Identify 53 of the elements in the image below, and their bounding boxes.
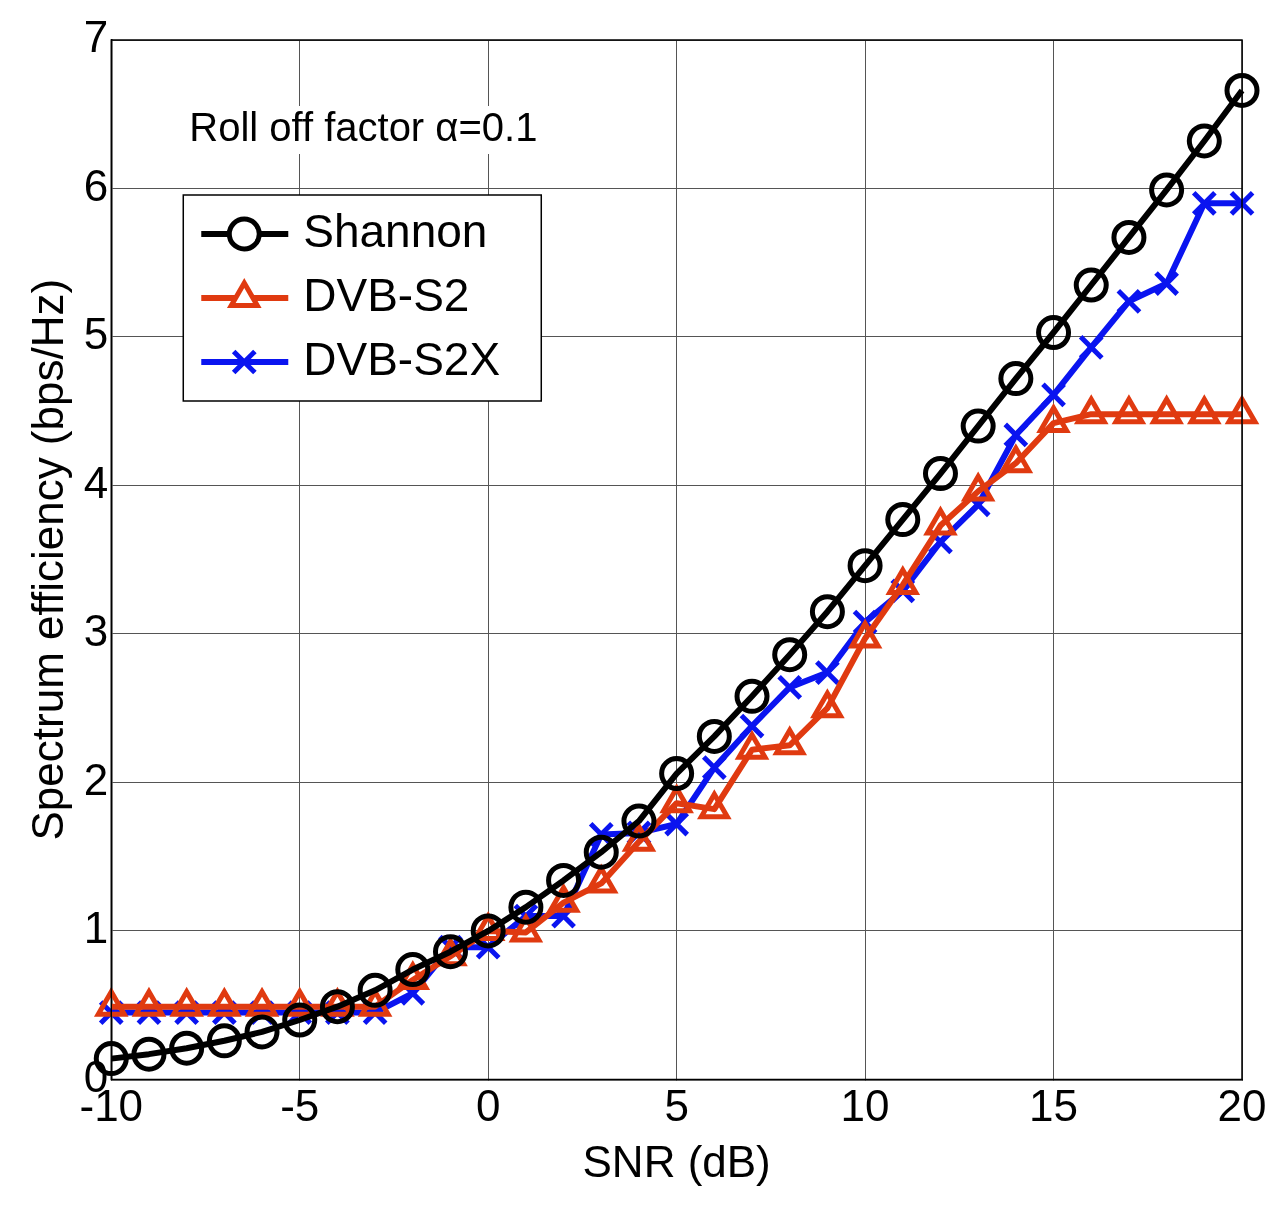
y-tick-label: 4: [83, 457, 109, 507]
point: [696, 718, 732, 754]
point: [1224, 72, 1260, 108]
y-axis-title: Spectrum efficiency (bps/Hz): [22, 278, 72, 841]
point: [960, 408, 996, 444]
point: [1228, 190, 1256, 217]
point: [1191, 190, 1218, 217]
point: [885, 502, 921, 538]
point: [470, 913, 506, 949]
x-tick-label: 15: [1029, 1080, 1079, 1130]
point: [663, 810, 690, 838]
point: [1073, 267, 1109, 303]
point: [395, 952, 431, 988]
point: [998, 361, 1034, 397]
x-tick-label: -5: [280, 1080, 320, 1130]
annotation: Roll off factor α=0.1: [189, 105, 538, 150]
point: [319, 989, 355, 1025]
point: [1111, 219, 1147, 255]
point: [809, 594, 845, 630]
point: [546, 862, 582, 898]
y-tick-label: 7: [83, 12, 109, 62]
point: [244, 1014, 280, 1050]
point: [659, 756, 695, 792]
point: [583, 834, 619, 870]
legend-label: DVB-S2: [303, 268, 470, 321]
y-tick-label: 6: [83, 160, 109, 210]
point: [772, 637, 808, 673]
y-tick-label: 5: [83, 309, 109, 359]
point: [1186, 123, 1222, 159]
point: [1149, 172, 1185, 208]
point: [734, 678, 770, 714]
x-tick-label: 10: [840, 1080, 890, 1130]
x-tick-label: 0: [475, 1080, 501, 1130]
point: [621, 803, 657, 839]
x-tick-label: 20: [1217, 1080, 1267, 1130]
y-tick-label: 2: [83, 754, 109, 804]
x-axis-title: SNR (dB): [582, 1136, 771, 1186]
x-tick-label: 5: [664, 1080, 689, 1130]
legend-label: Shannon: [303, 204, 488, 257]
legend-label: DVB-S2X: [303, 332, 501, 385]
point: [508, 889, 544, 925]
point: [282, 1002, 318, 1038]
point: [1036, 315, 1072, 351]
point: [357, 972, 393, 1008]
point: [847, 548, 883, 584]
point: [776, 674, 803, 701]
y-tick-label: 1: [83, 903, 109, 953]
point: [169, 1030, 205, 1066]
point: [131, 1036, 167, 1072]
point: [922, 456, 958, 492]
y-tick-label: 3: [83, 606, 109, 656]
point: [206, 1023, 242, 1059]
point: [814, 659, 841, 686]
